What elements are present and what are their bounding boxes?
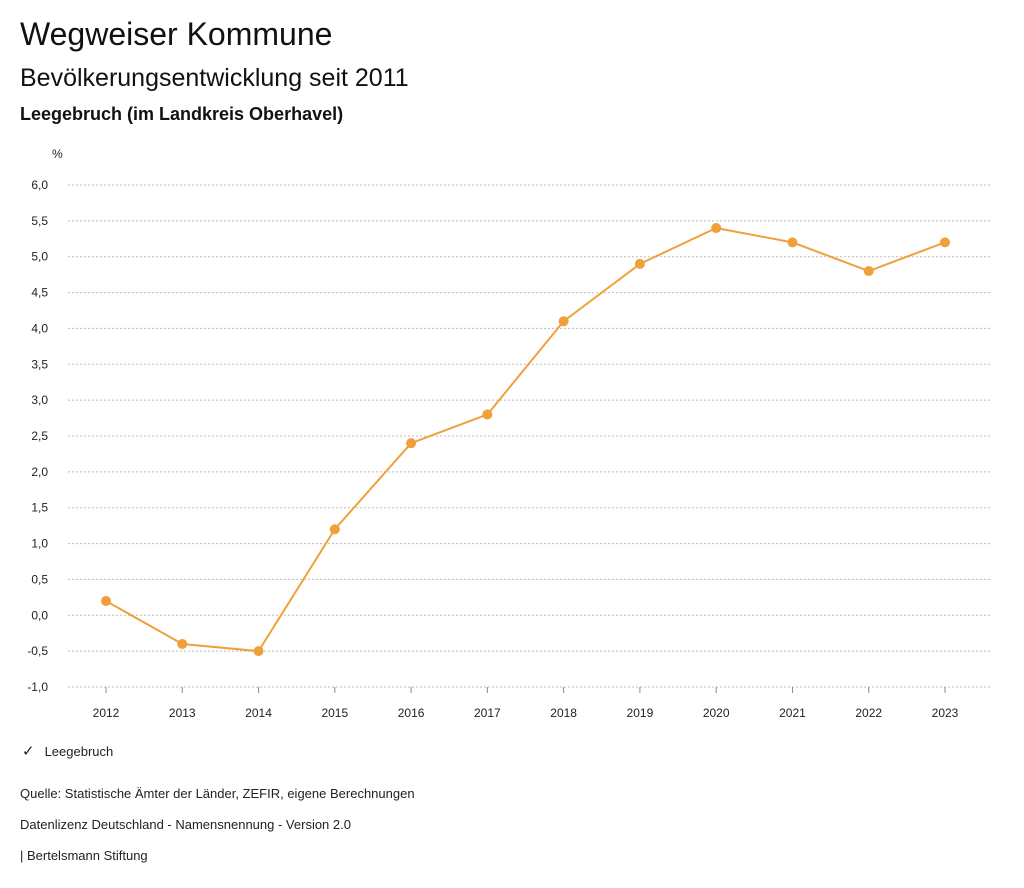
data-point (329, 524, 340, 535)
data-point (101, 595, 111, 606)
y-tick-label: 4,0 (31, 321, 48, 335)
source-note: Quelle: Statistische Ämter der Länder, Z… (20, 786, 415, 801)
x-tick-label: 2015 (321, 706, 348, 720)
y-tick-label: 3,0 (31, 393, 48, 407)
x-tick-label: 2014 (245, 706, 272, 720)
y-tick-label: 2,5 (31, 429, 48, 443)
data-point (406, 438, 417, 449)
x-tick-label: 2021 (779, 706, 806, 720)
page-subtitle: Bevölkerungsentwicklung seit 2011 (20, 64, 409, 92)
y-axis-unit-label: % (52, 147, 63, 161)
license-note: Datenlizenz Deutschland - Namensnennung … (20, 817, 351, 832)
series-line (105, 227, 946, 653)
data-point (634, 258, 645, 269)
y-tick-label: -0,5 (27, 644, 48, 658)
region-label: Leegebruch (im Landkreis Oberhavel) (20, 104, 344, 124)
y-tick-label: -1,0 (27, 680, 48, 694)
line-chart: % -1,0 -0,5 0,0 0,5 1,0 1,5 2,0 2,5 3,0 3,5 4,0 4,5 5… (27, 147, 990, 720)
data-point (558, 316, 569, 327)
y-tick-label: 5,5 (31, 214, 48, 228)
x-tick-label: 2016 (398, 706, 425, 720)
x-tick-label: 2018 (550, 706, 577, 720)
data-point (940, 237, 950, 248)
x-tick-label: 2020 (703, 706, 730, 720)
publisher-note: | Bertelsmann Stiftung (20, 848, 148, 863)
data-point (787, 237, 798, 248)
x-tick-label: 2013 (169, 706, 196, 720)
data-point (253, 646, 264, 657)
legend[interactable]: ✓ Leegebruch (22, 744, 113, 759)
y-tick-label: 5,0 (31, 250, 48, 264)
y-tick-label: 0,5 (31, 572, 48, 586)
y-tick-label: 1,5 (31, 501, 48, 515)
y-tick-label: 6,0 (31, 178, 48, 192)
x-tick-label: 2012 (93, 706, 120, 720)
x-tick-label: 2019 (627, 706, 654, 720)
x-tick-label: 2023 (932, 706, 959, 720)
data-point (711, 223, 722, 234)
data-point (177, 638, 188, 649)
data-point (482, 409, 493, 420)
checkmark-icon: ✓ (22, 743, 35, 760)
y-tick-label: 2,0 (31, 465, 48, 479)
y-tick-label: 3,5 (31, 357, 48, 371)
page-title: Wegweiser Kommune (20, 16, 333, 52)
data-point (863, 266, 874, 277)
x-tick-label: 2017 (474, 706, 501, 720)
y-tick-label: 4,5 (31, 286, 48, 300)
legend-item-label: Leegebruch (44, 744, 114, 759)
y-tick-label: 1,0 (31, 537, 48, 551)
x-tick-label: 2022 (855, 706, 882, 720)
y-tick-label: 0,0 (31, 608, 48, 622)
